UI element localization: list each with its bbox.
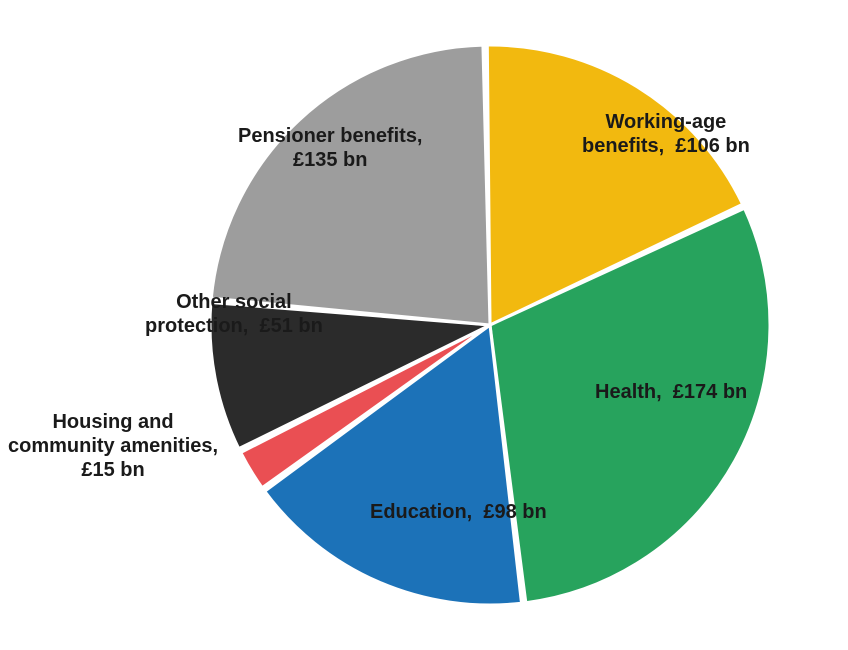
slice-pensioner-benefits: [211, 45, 490, 325]
spending-pie-chart: [0, 0, 848, 650]
